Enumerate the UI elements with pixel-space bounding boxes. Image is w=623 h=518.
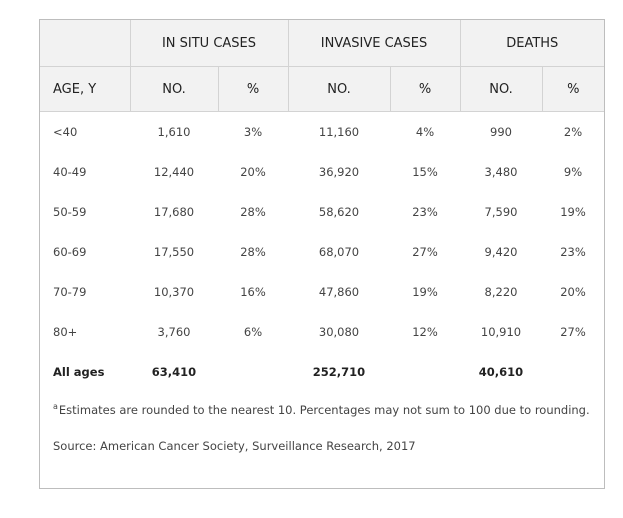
total-invasive-pct-cell: [390, 352, 460, 392]
invasive-pct-cell: 15%: [412, 165, 438, 179]
age-cell: 60-69: [53, 245, 87, 259]
deaths-header: DEATHS: [460, 20, 605, 67]
invasive-no-cell: 68,070: [318, 245, 360, 259]
empty-corner-cell: [40, 20, 131, 67]
invasive-cases-header: INVASIVE CASES: [288, 20, 461, 67]
deaths-no-cell: 8,220: [484, 285, 518, 299]
in-situ-no-header: NO.: [130, 66, 219, 112]
group-header-row: IN SITU CASES INVASIVE CASES DEATHS: [40, 20, 605, 67]
total-in-situ-pct-cell: [218, 352, 288, 392]
age-cell: 80+: [53, 325, 78, 339]
age-cell: 70-79: [53, 285, 87, 299]
statistics-table-card: IN SITU CASES INVASIVE CASES DEATHS AGE,…: [39, 19, 605, 489]
invasive-no-cell: 11,160: [318, 125, 360, 139]
in-situ-no-cell: 17,550: [153, 245, 195, 259]
total-invasive-no-cell: 252,710: [312, 365, 366, 379]
age-cell: 50-59: [53, 205, 87, 219]
in-situ-cases-header: IN SITU CASES: [130, 20, 289, 67]
in-situ-no-cell: 17,680: [153, 205, 195, 219]
table-row: 70-79 10,370 16% 47,860 19% 8,220 20%: [40, 272, 604, 312]
invasive-no-cell: 30,080: [318, 325, 360, 339]
invasive-pct-cell: 4%: [415, 125, 435, 139]
deaths-no-cell: 9,420: [484, 245, 518, 259]
table-row: 40-49 12,440 20% 36,920 15% 3,480 9%: [40, 152, 604, 192]
invasive-no-cell: 36,920: [318, 165, 360, 179]
invasive-pct-cell: 23%: [412, 205, 438, 219]
age-cell: 40-49: [53, 165, 87, 179]
deaths-pct-cell: 20%: [560, 285, 586, 299]
in-situ-no-cell: 12,440: [153, 165, 195, 179]
deaths-pct-cell: 27%: [560, 325, 586, 339]
deaths-no-cell: 7,590: [484, 205, 518, 219]
column-header-row: AGE, Y NO. % NO. % NO. %: [40, 66, 605, 112]
table-row: <40 1,610 3% 11,160 4% 990 2%: [40, 112, 604, 153]
in-situ-pct-cell: 28%: [240, 205, 266, 219]
in-situ-no-cell: 10,370: [153, 285, 195, 299]
deaths-pct-cell: 23%: [560, 245, 586, 259]
total-deaths-no-cell: 40,610: [478, 365, 524, 379]
invasive-no-cell: 58,620: [318, 205, 360, 219]
age-cell: <40: [53, 125, 78, 139]
total-deaths-pct-cell: [542, 352, 604, 392]
footnote: aEstimates are rounded to the nearest 10…: [53, 402, 590, 417]
in-situ-pct-cell: 20%: [240, 165, 266, 179]
table-row: 80+ 3,760 6% 30,080 12% 10,910 27%: [40, 312, 604, 352]
footnote-marker: a: [53, 402, 58, 411]
invasive-pct-cell: 12%: [412, 325, 438, 339]
total-in-situ-no-cell: 63,410: [151, 365, 197, 379]
in-situ-pct-cell: 3%: [243, 125, 263, 139]
cancer-statistics-table: IN SITU CASES INVASIVE CASES DEATHS AGE,…: [40, 20, 605, 392]
deaths-no-header: NO.: [460, 66, 543, 112]
deaths-no-cell: 990: [490, 125, 512, 139]
in-situ-pct-cell: 6%: [243, 325, 263, 339]
in-situ-no-cell: 3,760: [157, 325, 191, 339]
deaths-pct-cell: 9%: [563, 165, 583, 179]
deaths-no-cell: 10,910: [480, 325, 522, 339]
invasive-pct-cell: 27%: [412, 245, 438, 259]
total-row: All ages 63,410 252,710 40,610: [40, 352, 604, 392]
footnote-text: Estimates are rounded to the nearest 10.…: [58, 403, 590, 417]
deaths-pct-cell: 2%: [563, 125, 583, 139]
in-situ-pct-header: %: [218, 66, 289, 112]
in-situ-pct-cell: 28%: [240, 245, 266, 259]
invasive-pct-cell: 19%: [412, 285, 438, 299]
invasive-no-header: NO.: [288, 66, 391, 112]
table-row: 60-69 17,550 28% 68,070 27% 9,420 23%: [40, 232, 604, 272]
in-situ-pct-cell: 16%: [240, 285, 266, 299]
invasive-pct-header: %: [390, 66, 461, 112]
invasive-no-cell: 47,860: [318, 285, 360, 299]
total-label-cell: All ages: [53, 365, 105, 379]
deaths-pct-cell: 19%: [560, 205, 586, 219]
source-citation: Source: American Cancer Society, Surveil…: [53, 439, 416, 453]
age-column-header: AGE, Y: [40, 66, 131, 112]
deaths-pct-header: %: [542, 66, 605, 112]
in-situ-no-cell: 1,610: [157, 125, 191, 139]
deaths-no-cell: 3,480: [484, 165, 518, 179]
table-row: 50-59 17,680 28% 58,620 23% 7,590 19%: [40, 192, 604, 232]
